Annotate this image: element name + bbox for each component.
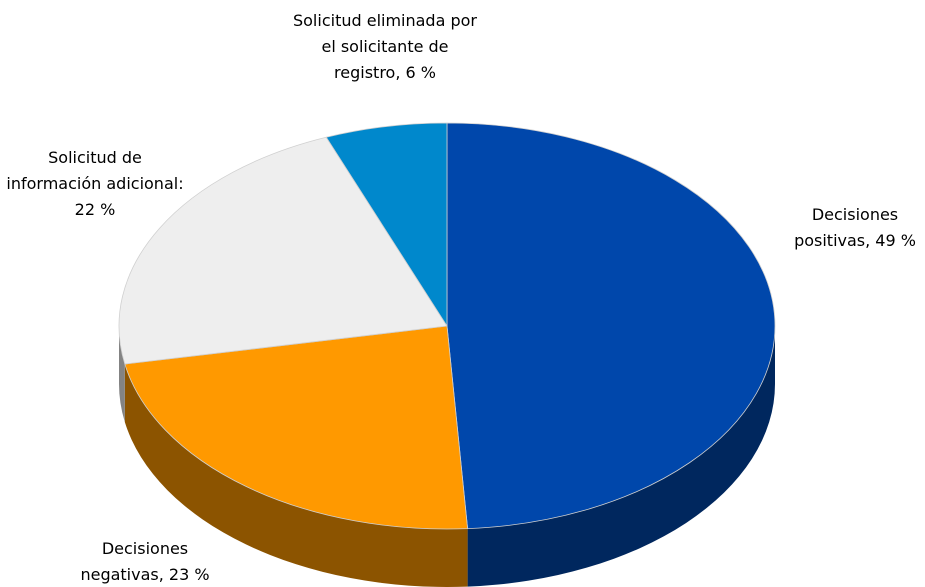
slice-label: Decisiones positivas, 49 %: [794, 205, 916, 250]
slice-side: [124, 364, 468, 587]
slice-label: Solicitud de información adicional: 22 %: [6, 148, 184, 219]
slice-label: Decisiones negativas, 23 %: [80, 539, 210, 584]
slice-label: Solicitud eliminada por el solicitante d…: [292, 11, 477, 82]
slice: [446, 122, 776, 530]
slice: [118, 136, 448, 365]
slice-side: [119, 326, 125, 423]
slice: [124, 325, 469, 530]
slice: [325, 122, 448, 328]
slice-side: [467, 326, 775, 587]
